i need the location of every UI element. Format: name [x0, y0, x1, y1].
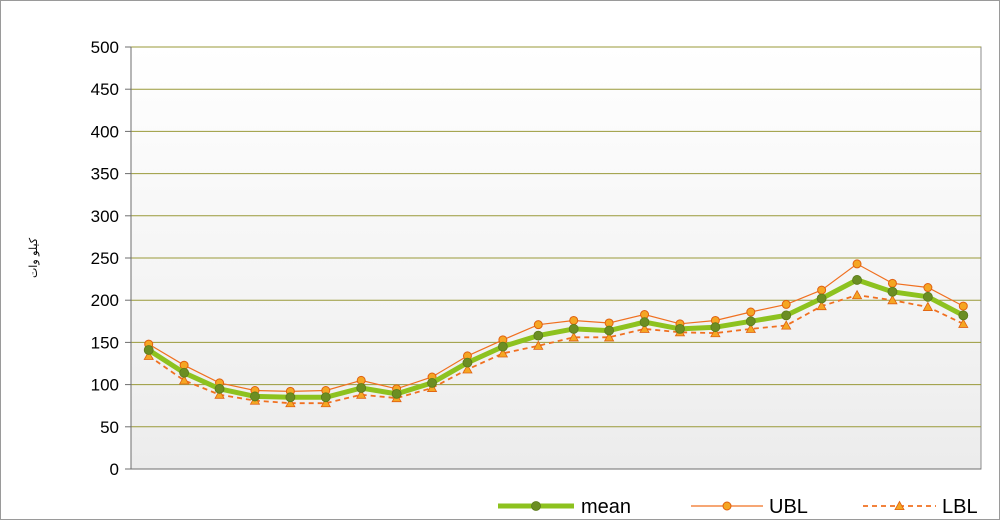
- data-point: [214, 383, 225, 394]
- legend-entry-LBL: LBL: [863, 496, 978, 518]
- legend-marker: [531, 501, 541, 511]
- legend-label: UBL: [769, 496, 808, 518]
- data-point: [781, 320, 792, 330]
- data-point: [923, 283, 933, 293]
- data-point: [285, 397, 296, 408]
- data-point: [603, 332, 615, 342]
- y-tick-label: 500: [91, 38, 119, 57]
- y-axis-ticks: 0 50 100 150 200 250 300 350 400 450 500: [91, 38, 981, 479]
- data-point: [497, 348, 509, 358]
- series-layer: [143, 259, 969, 408]
- data-point: [852, 259, 862, 269]
- series-mean: [143, 275, 969, 403]
- data-point: [178, 375, 190, 385]
- y-tick-label: 200: [91, 291, 119, 310]
- legend-label: LBL: [942, 496, 978, 518]
- data-point: [746, 307, 756, 317]
- series-line-LBL: [148, 294, 964, 405]
- legend-marker: [894, 500, 905, 511]
- data-point: [781, 310, 792, 321]
- data-point: [887, 294, 898, 305]
- data-point: [320, 392, 331, 403]
- data-point: [781, 299, 791, 309]
- data-point: [356, 389, 367, 399]
- y-tick-label: 0: [110, 460, 119, 479]
- data-point: [958, 318, 969, 328]
- data-point: [887, 286, 898, 297]
- legend-label: mean: [581, 496, 631, 518]
- y-tick-label: 350: [91, 165, 119, 184]
- data-point: [922, 301, 934, 311]
- data-point: [922, 291, 933, 302]
- data-point: [391, 388, 402, 399]
- data-point: [427, 378, 437, 388]
- data-point: [250, 391, 260, 402]
- data-point: [816, 293, 827, 304]
- y-tick-label: 250: [91, 249, 119, 268]
- legend-entry-mean: mean: [498, 496, 631, 518]
- data-point: [179, 367, 190, 378]
- data-point: [710, 327, 721, 338]
- data-point: [958, 310, 969, 321]
- y-tick-label: 100: [91, 376, 119, 395]
- data-point: [675, 323, 685, 334]
- data-point: [851, 289, 863, 300]
- data-point: [745, 316, 756, 327]
- y-tick-label: 400: [91, 122, 119, 141]
- data-point: [569, 315, 579, 325]
- data-point: [568, 323, 579, 334]
- data-point: [958, 301, 968, 311]
- data-point: [320, 397, 331, 408]
- data-point: [533, 340, 544, 350]
- data-point: [462, 364, 473, 374]
- data-point: [462, 357, 473, 368]
- legend-marker: [722, 501, 732, 511]
- series-LBL: [143, 289, 969, 408]
- legend-entry-UBL: UBL: [691, 496, 808, 518]
- gridlines: [131, 46, 981, 428]
- data-point: [568, 332, 579, 342]
- series-line-mean: [147, 277, 965, 400]
- data-point: [214, 389, 225, 399]
- data-point: [497, 341, 508, 352]
- legend: mean UBL LBL: [498, 496, 978, 518]
- data-point: [639, 317, 650, 328]
- series-line-UBL: [148, 263, 964, 393]
- data-point: [745, 323, 756, 333]
- data-point: [356, 383, 367, 393]
- data-point: [852, 275, 862, 285]
- data-point: [285, 392, 296, 403]
- y-tick-label: 150: [91, 333, 119, 352]
- data-point: [533, 330, 544, 341]
- data-point: [887, 278, 897, 288]
- data-point: [533, 320, 543, 330]
- data-point: [710, 322, 721, 333]
- data-point: [817, 285, 827, 295]
- y-tick-label: 50: [100, 418, 119, 437]
- data-point: [143, 345, 154, 355]
- y-tick-label: 300: [91, 207, 119, 226]
- data-point: [816, 300, 827, 311]
- y-tick-label: 450: [91, 80, 119, 99]
- data-point: [143, 350, 154, 360]
- y-axis-label: کیلو وات: [27, 237, 40, 278]
- data-point: [604, 325, 615, 336]
- data-point: [639, 323, 650, 333]
